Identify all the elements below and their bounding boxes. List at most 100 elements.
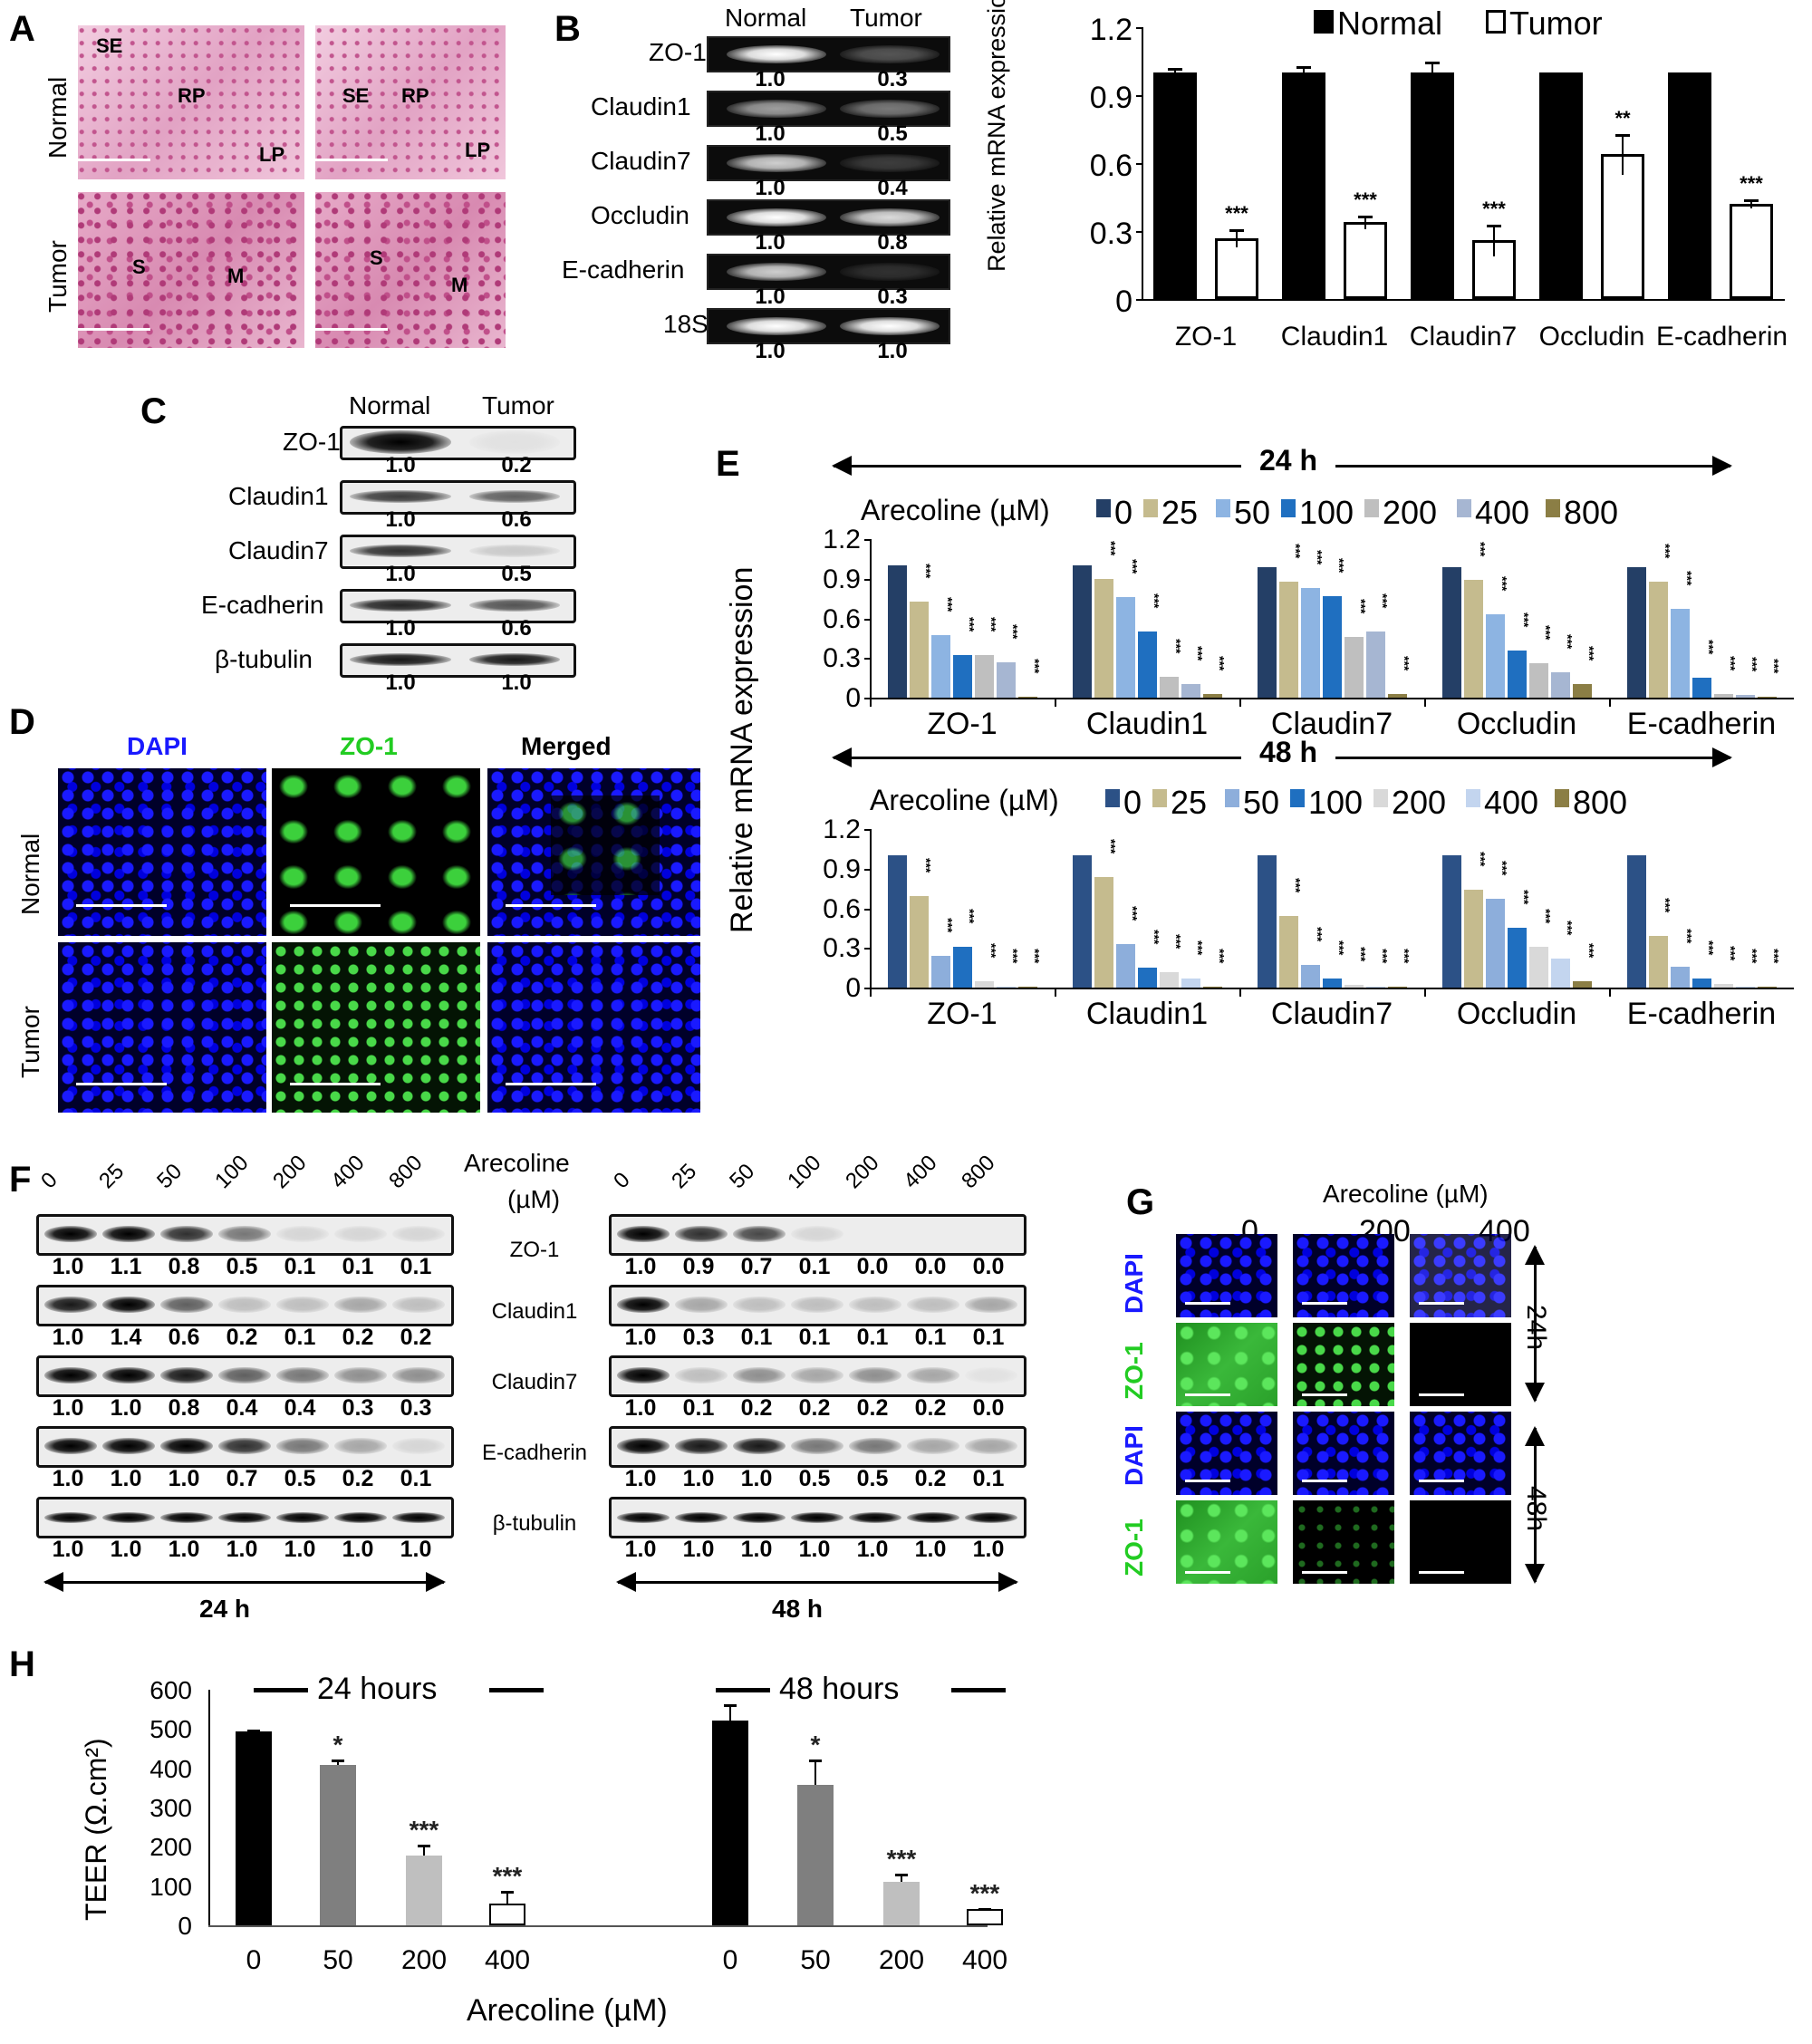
blot-band [276, 1438, 329, 1454]
blot-band [469, 545, 560, 557]
gel-row-label: 18S [663, 310, 708, 338]
blot-band [675, 1438, 728, 1454]
gel-band [727, 45, 826, 63]
significance-stars: *** [1701, 940, 1717, 956]
significance-stars: *** [1680, 928, 1695, 944]
c-value: 1.0 [385, 670, 416, 695]
x-tick-mark [870, 988, 872, 997]
significance-stars: * [810, 1730, 821, 1759]
scale-bar [78, 159, 150, 161]
f-blot-h48-2 [609, 1355, 1026, 1397]
significance-stars: *** [1538, 908, 1554, 924]
bar-100-Claudin1 [1137, 968, 1157, 988]
label-lp: LP [465, 139, 491, 161]
significance-stars: *** [984, 617, 999, 632]
f-value: 0.7 [740, 1254, 773, 1279]
blot-band [617, 1512, 670, 1523]
bar-0-ZO-1 [887, 855, 907, 988]
bar-Normal-Claudin7 [1411, 72, 1454, 299]
blot-band [617, 1367, 670, 1384]
y-tick: 0.3 [823, 933, 861, 964]
bar-400-E-cadherin [1735, 986, 1755, 988]
f-value: 1.0 [682, 1466, 715, 1491]
blot-band [276, 1367, 329, 1384]
histology-tumor-left: S M [78, 192, 304, 348]
blot-band [392, 1367, 445, 1384]
blot-band [276, 1297, 329, 1313]
row-label-normal: Normal [43, 76, 72, 159]
blot-band [675, 1226, 728, 1242]
bar-400-Occludin [1550, 672, 1570, 698]
bar-800-Claudin1 [1202, 986, 1222, 988]
bar-Tumor-E-cadherin [1730, 204, 1773, 299]
gel-value: 0.3 [877, 67, 908, 92]
h-xlabel: Arecoline (µM) [467, 1993, 668, 2028]
significance-stars: *** [1397, 948, 1412, 963]
significance-stars: *** [1397, 655, 1412, 670]
y-tick: 1.2 [823, 815, 861, 844]
significance-stars: *** [1288, 878, 1304, 893]
blot-band [965, 1512, 1017, 1523]
g-dapi-48-400 [1410, 1412, 1511, 1495]
blot-band [334, 1367, 387, 1384]
f-value: 0.5 [284, 1466, 316, 1491]
f-value: 0.1 [284, 1325, 316, 1350]
legend-label: 800 [1564, 494, 1619, 531]
blot-band [733, 1512, 786, 1523]
bar-100-Claudin1 [1137, 632, 1157, 698]
legend-label: 400 [1475, 494, 1530, 531]
bar-25-E-cadherin [1648, 581, 1668, 698]
f-value: 1.0 [624, 1254, 657, 1279]
c-value: 0.6 [501, 507, 532, 532]
y-tick-mark [864, 618, 870, 621]
x-tick-mark [1609, 698, 1611, 707]
significance-stars: *** [409, 1815, 439, 1844]
g-title: Arecoline (µM) [1323, 1180, 1489, 1208]
f-value: 0.7 [226, 1466, 258, 1491]
blot-band [44, 1438, 97, 1454]
legend-label: 50 [1243, 784, 1280, 821]
y-tick-mark [864, 578, 870, 581]
blot-band [907, 1367, 959, 1384]
bar-50-ZO-1 [930, 956, 950, 988]
x-category-label: ZO-1 [1174, 322, 1238, 352]
y-axis [870, 539, 872, 698]
group-rule [951, 1688, 1006, 1692]
legend-label: 400 [1484, 784, 1539, 821]
blot-band [791, 1512, 843, 1523]
gel-lane-occludin [707, 199, 950, 236]
significance-stars: *** [919, 858, 934, 873]
y-tick: 0.9 [1089, 81, 1132, 115]
bar-800-Occludin [1572, 684, 1592, 698]
significance-stars: *** [1212, 948, 1228, 963]
d-tumor-dapi [58, 942, 266, 1113]
significance-stars: *** [1582, 646, 1597, 661]
f-value: 1.0 [798, 1537, 831, 1562]
blot-band [350, 545, 451, 557]
f-value: 0.0 [914, 1254, 947, 1279]
y-tick: 0.9 [823, 564, 861, 594]
significance-stars: ** [1614, 106, 1631, 130]
bar-100-ZO-1 [952, 655, 972, 698]
f-value: 1.0 [624, 1395, 657, 1421]
y-tick: 0 [845, 683, 861, 713]
f-time-span-arrow [616, 1572, 1018, 1592]
g-dapi-24-0 [1176, 1234, 1277, 1317]
significance-stars: *** [984, 942, 999, 959]
blot-band [849, 1367, 901, 1384]
blot-band [160, 1297, 213, 1313]
f-value: 1.0 [52, 1466, 84, 1491]
panel-label-h: H [9, 1644, 35, 1684]
blot-band [675, 1512, 728, 1523]
y-tick-mark [864, 948, 870, 950]
x-category-label: E-cadherin [1626, 707, 1777, 741]
f-arecoline-unit: (µM) [507, 1185, 561, 1213]
bar-Tumor-Claudin1 [1344, 222, 1387, 299]
bar-200-E-cadherin [1713, 983, 1733, 988]
g-row-dapi-24: DAPI [1120, 1253, 1148, 1314]
significance-stars: *** [1680, 571, 1695, 586]
group-rule [254, 1688, 308, 1692]
f-value: 0.2 [226, 1325, 258, 1350]
f-value: 0.9 [682, 1254, 715, 1279]
y-tick: 0 [845, 973, 861, 1003]
